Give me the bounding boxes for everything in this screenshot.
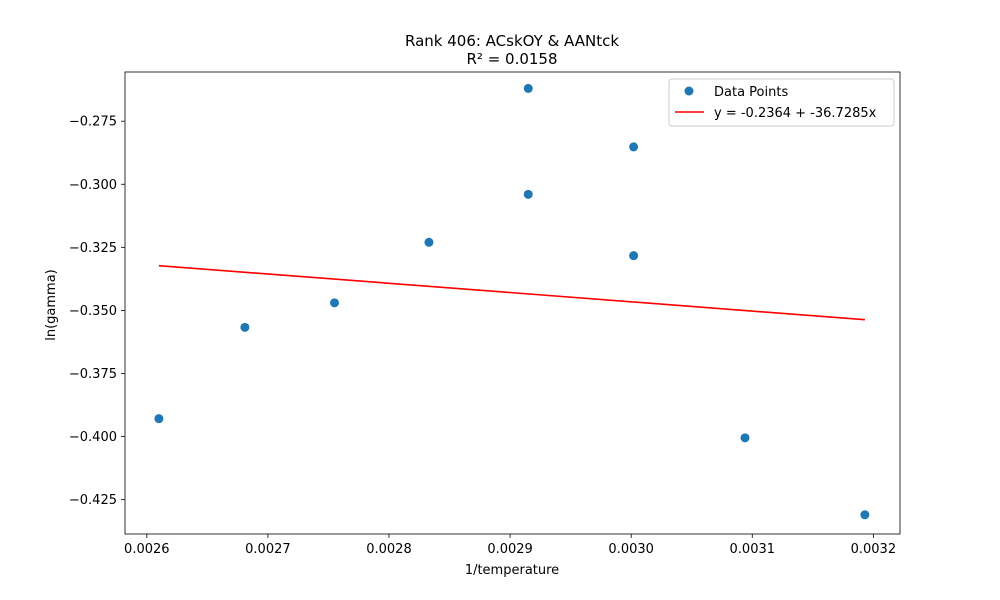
y-tick-label: −0.300 <box>69 178 117 193</box>
legend-marker-data-points <box>684 86 694 96</box>
legend-frame <box>668 78 895 127</box>
y-tick-label: −0.375 <box>69 367 117 382</box>
data-point <box>424 237 434 247</box>
y-tick-label: −0.275 <box>69 115 117 130</box>
data-point <box>154 414 164 424</box>
x-axis-label: 1/temperature <box>465 563 559 578</box>
x-tick-label: 0.0030 <box>608 542 654 557</box>
x-tick-label: 0.0026 <box>124 542 170 557</box>
x-tick-label: 0.0029 <box>487 542 533 557</box>
x-tick-label: 0.0032 <box>851 542 897 557</box>
data-point <box>240 322 250 332</box>
x-tick-label: 0.0027 <box>245 542 291 557</box>
data-point <box>329 298 339 308</box>
y-tick-label: −0.425 <box>69 493 117 508</box>
y-tick-label: −0.400 <box>69 430 117 445</box>
axes-frame <box>124 71 901 535</box>
data-point <box>629 251 639 261</box>
y-tick-label: −0.350 <box>69 304 117 319</box>
legend: Data Points y = -0.2364 + -36.7285x <box>668 78 895 127</box>
data-point <box>523 189 533 199</box>
plot-area: 0.0026 0.0027 0.0028 0.0029 0.0030 0.0031 0.00… <box>69 71 901 557</box>
legend-label-fit-line: y = -0.2364 + -36.7285x <box>714 106 877 121</box>
chart-subtitle: R² = 0.0158 <box>466 50 557 68</box>
chart-title: Rank 406: ACskOY & AANtck <box>405 32 619 50</box>
legend-label-data-points: Data Points <box>714 85 788 100</box>
y-axis-label: ln(gamma) <box>44 269 59 341</box>
y-tick-label: −0.325 <box>69 241 117 256</box>
x-tick-label: 0.0031 <box>730 542 776 557</box>
data-point <box>860 510 870 520</box>
data-point <box>740 433 750 443</box>
x-tick-label: 0.0028 <box>366 542 412 557</box>
regression-line <box>158 264 865 321</box>
data-point <box>523 83 533 93</box>
data-point <box>629 142 639 152</box>
